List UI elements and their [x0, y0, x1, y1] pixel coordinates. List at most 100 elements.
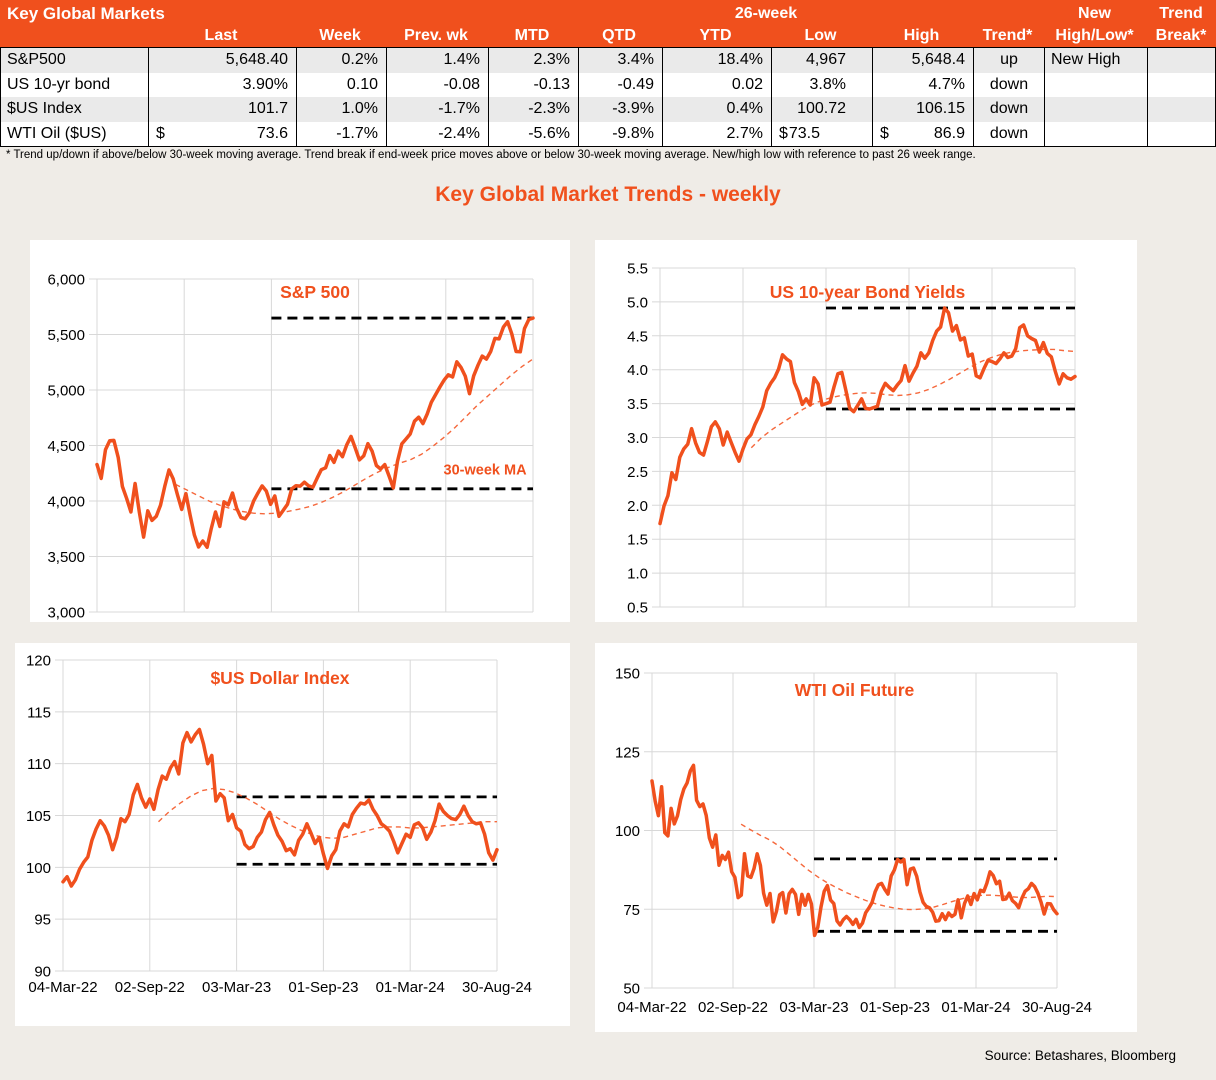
chart-title: US 10-year Bond Yields: [770, 282, 966, 302]
cell-26wk-high: $86.9: [872, 121, 973, 146]
y-tick-label: 4.0: [627, 362, 648, 379]
y-tick-label: 150: [615, 666, 640, 683]
table-row: US 10-yr bond 3.90% 0.10 -0.08 -0.13 -0.49 0.0…: [1, 72, 1216, 97]
cell-last: 101.7: [148, 97, 296, 122]
table-column-headers: Last Week Prev. wk MTD QTD YTD Low High Trend* Hi…: [0, 26, 1216, 47]
column-header-high-low-: High/Low*: [1055, 27, 1134, 44]
x-tick-label: 30-Aug-24: [1022, 999, 1092, 1016]
chart-sp500: 6,000 5,500 5,000 4,500 4,000 3,500 3,000 S&P 5…: [30, 240, 570, 622]
price-line: [650, 763, 1059, 938]
column-header-label: [0, 26, 147, 47]
ma-line: [740, 823, 1058, 911]
cell-qtd: 3.4%: [578, 48, 662, 73]
column-header-ytd: YTD: [699, 27, 732, 44]
y-tick-label: 3,000: [47, 605, 85, 622]
cell-26wk-low: 4,967: [771, 48, 872, 73]
table-row: WTI Oil ($US) $73.6 -1.7% -2.4% -5.6% -9.8% 2.…: [1, 121, 1216, 146]
cell-last: 5,648.40: [148, 48, 296, 73]
y-tick-label: 100: [26, 860, 51, 877]
row-label: $US Index: [7, 100, 82, 117]
column-header-qtd: QTD: [602, 27, 636, 44]
y-tick-label: 2.0: [627, 498, 648, 515]
cell-mtd: -5.6%: [488, 121, 578, 146]
cell-trend-break: [1147, 121, 1216, 146]
currency-symbol: $: [880, 124, 889, 142]
cell-trend: up: [973, 48, 1044, 73]
row-label: WTI Oil ($US): [7, 124, 107, 142]
cell-26wk-high: 4.7%: [872, 72, 973, 97]
y-tick-label: 120: [26, 653, 51, 670]
y-tick-label: 100: [615, 823, 640, 840]
cell-mtd: -0.13: [488, 72, 578, 97]
cell-ytd: 0.4%: [662, 97, 771, 122]
table-row: S&P500 5,648.40 0.2% 1.4% 2.3% 3.4% 18.4% 4,967…: [1, 48, 1215, 73]
cell-week: 0.2%: [296, 48, 386, 73]
y-tick-label: 4,000: [47, 494, 85, 511]
x-tick-label: 03-Mar-23: [202, 979, 271, 996]
x-tick-label: 01-Sep-23: [860, 999, 930, 1016]
cell-new-high-low: [1044, 97, 1147, 122]
cell-trend: down: [973, 97, 1044, 122]
col-group-new: New: [1078, 5, 1111, 22]
y-tick-label: 5,000: [47, 383, 85, 400]
cell-value: 86.9: [933, 124, 965, 142]
ma-line: [750, 348, 1076, 449]
y-tick-label: 90: [34, 964, 51, 981]
cell-qtd: -0.49: [578, 72, 662, 97]
cell-trend-break: [1147, 48, 1216, 73]
cell-trend: down: [973, 121, 1044, 146]
ma-line: [175, 358, 534, 515]
column-header-mtd: MTD: [514, 27, 550, 44]
cell-26wk-low: $73.5: [771, 121, 872, 146]
x-tick-label: 30-Aug-24: [462, 979, 532, 996]
cell-week: -1.7%: [296, 121, 386, 146]
cell-26wk-low: 3.8%: [771, 72, 872, 97]
row-label: US 10-yr bond: [7, 75, 111, 93]
chart-title: $US Dollar Index: [210, 668, 349, 688]
cell-26wk-low: 100.72: [771, 97, 872, 122]
column-header-week: Week: [319, 27, 361, 44]
chart-wti: 150 125 100 75 50 04-Mar-22 02-Sep-22 03-Mar-23…: [595, 643, 1137, 1032]
chart-bond10y: 5.5 5.0 4.5 4.0 3.5 3.0 2.5 2.0 1.5 1.0 0.5 US 10-y…: [595, 240, 1137, 622]
ma-annotation: 30-week MA: [444, 462, 528, 478]
y-tick-label: 6,000: [47, 272, 85, 289]
y-tick-label: 125: [615, 744, 640, 761]
y-tick-label: 110: [27, 756, 51, 773]
cell-qtd: -9.8%: [578, 121, 662, 146]
source-note: Source: Betashares, Bloomberg: [984, 1048, 1176, 1063]
cell-last: 3.90%: [148, 72, 296, 97]
price-line: [658, 306, 1077, 526]
y-tick-label: 1.0: [627, 566, 648, 583]
key-global-markets-table: Key Global Markets 26-week New Trend Las…: [0, 0, 1216, 147]
y-tick-label: 5,500: [47, 327, 85, 344]
cell-new-high-low: New High: [1044, 48, 1147, 73]
y-tick-label: 4.5: [627, 328, 648, 345]
cell-last: $73.6: [148, 121, 296, 146]
page-title: Key Global Market Trends - weekly: [435, 183, 781, 206]
y-tick-label: 105: [26, 808, 51, 825]
cell-trend-break: [1147, 72, 1216, 97]
column-header-low: Low: [804, 27, 837, 44]
y-tick-label: 4,500: [47, 438, 85, 455]
table-header: Key Global Markets 26-week New Trend Las…: [0, 0, 1216, 47]
cell-ytd: 18.4%: [662, 48, 771, 73]
col-group-spacer: [871, 0, 1043, 28]
y-tick-label: 50: [623, 981, 640, 998]
y-tick-label: 2.5: [627, 464, 648, 481]
cell-prev-wk: -2.4%: [386, 121, 488, 146]
cell-new-high-low: [1044, 121, 1147, 146]
cell-prev-wk: 1.4%: [386, 48, 488, 73]
cell-ytd: 0.02: [662, 72, 771, 97]
chart-title: S&P 500: [280, 282, 350, 302]
cell-week: 0.10: [296, 72, 386, 97]
row-label: S&P500: [7, 51, 66, 68]
table-body: S&P500 5,648.40 0.2% 1.4% 2.3% 3.4% 18.4% 4,967…: [0, 47, 1216, 147]
chart-title: WTI Oil Future: [795, 680, 915, 700]
x-tick-label: 02-Sep-22: [115, 979, 185, 996]
x-tick-label: 04-Mar-22: [28, 979, 97, 996]
column-header-last: Last: [204, 27, 238, 44]
cell-prev-wk: -1.7%: [386, 97, 488, 122]
x-tick-label: 04-Mar-22: [617, 999, 686, 1016]
table-title: Key Global Markets: [7, 4, 165, 23]
